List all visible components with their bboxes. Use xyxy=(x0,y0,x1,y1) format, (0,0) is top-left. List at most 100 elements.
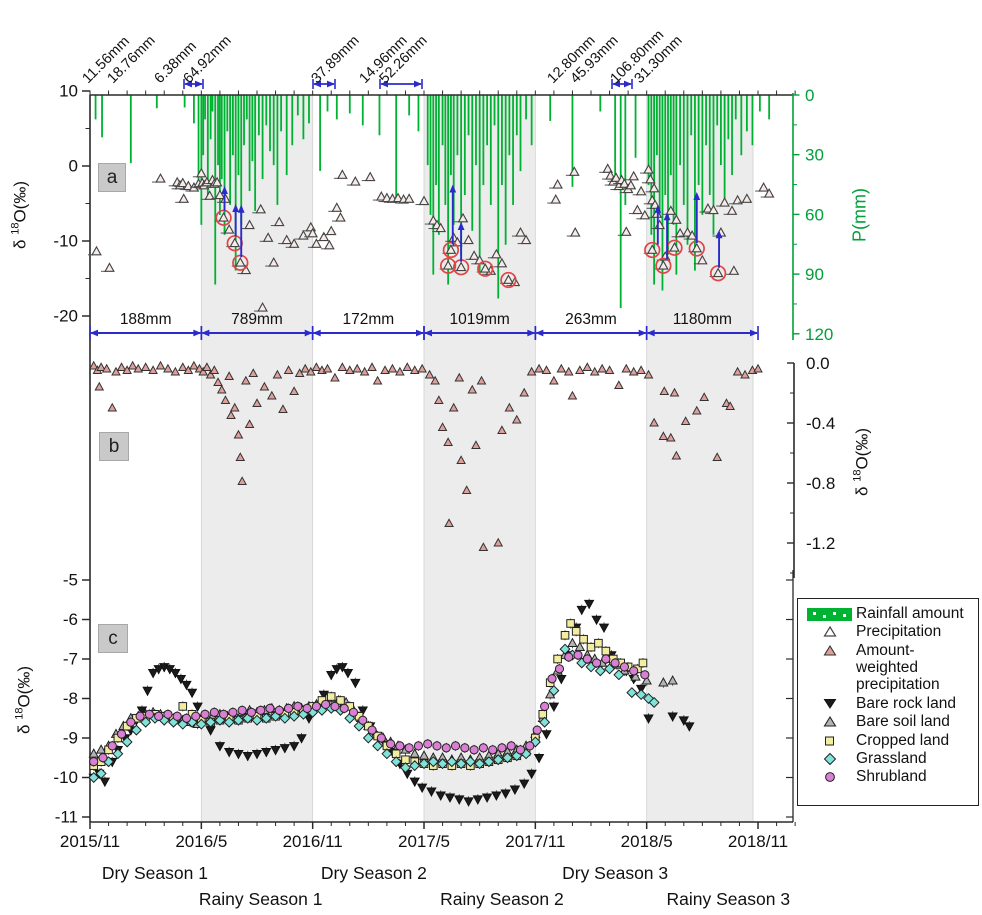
svg-text:10: 10 xyxy=(59,82,78,101)
panel-b-y-axis-title: δ 18O(‰) xyxy=(852,428,873,496)
panel-c-letter-text: c xyxy=(108,627,118,649)
svg-text:0: 0 xyxy=(69,157,78,176)
svg-text:-20: -20 xyxy=(53,307,78,326)
legend-item-label: Rainfall amount xyxy=(856,605,964,622)
svg-text:-9: -9 xyxy=(63,729,78,748)
legend-item-label: Bare rock land xyxy=(856,694,956,712)
season-total-label: 263mm xyxy=(565,311,617,328)
x-tick-label: 2018/5 xyxy=(621,832,673,851)
season-total-label: 188mm xyxy=(120,311,172,328)
x-tick-label: 2017/11 xyxy=(505,832,565,851)
season-total-label: 172mm xyxy=(342,311,394,328)
legend-item-label: Precipitation xyxy=(856,623,942,641)
svg-text:0: 0 xyxy=(805,86,814,105)
legend-marker xyxy=(804,642,856,658)
dry-season-label: Dry Season 2 xyxy=(321,863,427,883)
x-tick-label: 2015/11 xyxy=(60,832,120,851)
season-name-labels: Dry Season 1 Rainy Season 1 Dry Season 2 Ra… xyxy=(102,863,790,909)
panel-a-y-axis-title: δ 18O(‰) xyxy=(10,181,31,249)
legend-item: Rainfall amount xyxy=(804,605,974,622)
season-total-label: 1019mm xyxy=(450,311,510,328)
panel-b-letter: b xyxy=(99,432,129,461)
series-amount-weighted-precipitation xyxy=(88,360,763,552)
diamond-icon xyxy=(823,752,837,766)
series-shrubland xyxy=(89,650,650,767)
per-mil-unit: O(‰) xyxy=(14,666,34,708)
svg-text:-7: -7 xyxy=(63,650,78,669)
p-axis-title: P(mm) xyxy=(850,188,871,242)
legend-marker xyxy=(804,605,856,622)
panel-c-axes: -5 -6 -7 -8 -9 -10 -11 2015/11 2016/5 2016/11 2017… xyxy=(53,570,796,851)
legend-item: Amount-weighted precipitation xyxy=(804,642,974,694)
legend-item: Grassland xyxy=(804,750,974,767)
legend-item-label: Bare soil land xyxy=(856,713,950,731)
legend-marker xyxy=(804,695,856,711)
svg-text:30: 30 xyxy=(805,146,824,165)
x-tick-label: 2018/11 xyxy=(728,832,788,851)
circle-icon xyxy=(825,772,835,783)
svg-text:-11: -11 xyxy=(55,808,78,827)
delta-symbol: δ xyxy=(852,486,872,496)
panel-b-right-axis: 0.0 -0.4 -0.8 -1.2 xyxy=(787,354,835,578)
legend-marker xyxy=(804,623,856,639)
panel-c-letter: c xyxy=(98,624,128,653)
legend-marker xyxy=(804,732,856,748)
series-bare-rock-land xyxy=(88,598,695,807)
svg-text:-0.4: -0.4 xyxy=(806,414,835,433)
panel-c-y-axis-title: δ 18O(‰) xyxy=(14,666,35,734)
axes: 10 0 -10 -20 xyxy=(53,82,796,822)
isotope-superscript: 18 xyxy=(13,707,26,720)
svg-text:60: 60 xyxy=(805,205,824,224)
rainy-season-label: Rainy Season 1 xyxy=(199,889,323,909)
svg-text:-0.8: -0.8 xyxy=(806,474,835,493)
legend-marker xyxy=(804,750,856,766)
square-icon xyxy=(825,736,834,746)
svg-text:-1.2: -1.2 xyxy=(806,534,835,553)
per-mil-unit: O(‰) xyxy=(852,428,872,470)
rainfall-bars xyxy=(94,95,771,309)
event-arrows xyxy=(221,184,723,268)
x-tick-label: 2017/5 xyxy=(398,832,450,851)
x-tick-label: 2016/11 xyxy=(283,832,343,851)
svg-text:90: 90 xyxy=(805,265,824,284)
season-total-label: 789mm xyxy=(231,311,283,328)
p-axis: 0 30 60 90 120 xyxy=(792,86,833,344)
per-mil-unit: O(‰) xyxy=(10,181,30,223)
svg-text:-10: -10 xyxy=(53,768,78,787)
legend-marker xyxy=(804,713,856,729)
legend-item-label: Amount-weighted precipitation xyxy=(856,641,940,694)
legend-item-label: Cropped land xyxy=(856,731,950,749)
legend-item-label: Grassland xyxy=(856,749,927,767)
isotope-superscript: 18 xyxy=(9,222,22,235)
dry-season-label: Dry Season 3 xyxy=(562,863,668,883)
season-totals: 188mm 789mm 172mm 1019mm 263mm 1180mm xyxy=(89,311,759,340)
legend-item: Cropped land xyxy=(804,732,974,749)
legend: Rainfall amount Precipitation Amount-weigh… xyxy=(797,598,979,806)
svg-text:-10: -10 xyxy=(53,232,78,251)
season-total-label: 1180mm xyxy=(673,311,732,328)
x-tick-label: 2016/5 xyxy=(175,832,227,851)
legend-item: Bare soil land xyxy=(804,713,974,730)
tri-open-icon xyxy=(823,626,837,637)
tri-down-icon xyxy=(823,698,837,709)
svg-text:-8: -8 xyxy=(63,689,78,708)
delta-symbol: δ xyxy=(14,724,34,734)
legend-item-label: Shrubland xyxy=(856,768,927,786)
p-axis-title-text: P(mm) xyxy=(849,188,870,242)
svg-text:120: 120 xyxy=(805,325,833,344)
legend-item: Precipitation xyxy=(804,623,974,640)
top-annotation-label: 37.89mm xyxy=(309,33,363,87)
delta-symbol: δ xyxy=(10,239,30,249)
panel-a-letter: a xyxy=(98,163,126,192)
legend-item: Bare rock land xyxy=(804,695,974,712)
legend-items: Rainfall amount Precipitation Amount-weigh… xyxy=(804,605,974,786)
series-cropped-land xyxy=(89,618,648,771)
legend-marker xyxy=(804,768,856,784)
isotope-superscript: 18 xyxy=(851,469,864,482)
svg-text:-5: -5 xyxy=(63,571,78,590)
legend-item: Shrubland xyxy=(804,768,974,785)
rainy-season-label: Rainy Season 3 xyxy=(667,889,791,909)
